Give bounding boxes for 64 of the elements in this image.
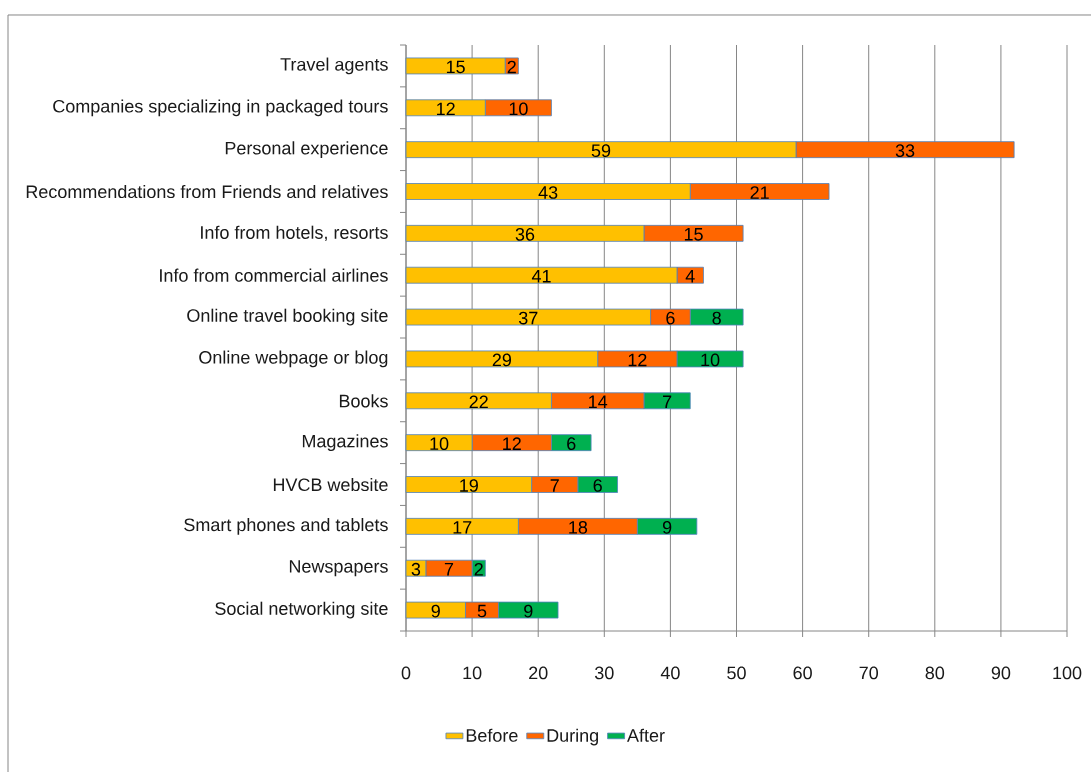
data-label: 9 — [524, 604, 533, 618]
y-tick-label: Companies specializing in packaged tours — [53, 99, 388, 117]
y-tick-label: Info from hotels, resorts — [201, 225, 388, 242]
data-label: 14 — [589, 395, 608, 408]
data-label: 6 — [593, 479, 602, 492]
y-tick-label: HVCB website — [273, 477, 388, 492]
y-tick-label: Personal experience — [225, 141, 388, 159]
data-label: 33 — [895, 144, 915, 157]
y-tick-label: Smart phones and tablets — [184, 517, 388, 535]
data-label: 6 — [666, 311, 675, 325]
x-tick-label: 70 — [859, 666, 879, 680]
data-label: 12 — [503, 437, 521, 450]
data-label: 4 — [685, 270, 695, 283]
y-tick-label: Info from commercial airlines — [160, 268, 388, 282]
data-label: 10 — [509, 102, 528, 116]
data-label: 19 — [460, 479, 478, 492]
data-label: 9 — [431, 604, 440, 618]
legend-label: After — [627, 728, 665, 742]
data-label: 9 — [662, 520, 672, 534]
data-label: 41 — [531, 270, 551, 283]
data-label: 10 — [430, 437, 449, 451]
data-label: 21 — [750, 186, 769, 199]
data-label: 8 — [712, 311, 721, 325]
y-tick-label: Books — [339, 394, 388, 408]
data-label: 17 — [453, 521, 472, 534]
x-tick-label: 30 — [594, 666, 614, 680]
data-label: 7 — [550, 479, 559, 492]
x-tick-label: 90 — [991, 666, 1011, 680]
data-label: 2 — [474, 562, 483, 576]
y-tick-label: Online webpage or blog — [199, 350, 388, 368]
data-label: 10 — [701, 353, 720, 367]
data-label: 18 — [569, 520, 588, 534]
y-tick-label: Recommendations from Friends and relatives — [26, 184, 388, 199]
data-label: 7 — [663, 395, 672, 408]
x-tick-label: 60 — [793, 666, 812, 680]
x-tick-label: 100 — [1053, 666, 1082, 680]
data-label: 22 — [469, 395, 488, 409]
data-label: 12 — [437, 102, 455, 116]
data-label: 7 — [444, 563, 454, 576]
x-tick-label: 20 — [529, 666, 548, 680]
y-tick-label: Magazines — [302, 434, 388, 452]
data-label: 3 — [411, 562, 421, 576]
data-label: 29 — [492, 353, 511, 367]
x-tick-label: 0 — [401, 666, 411, 680]
data-label: 2 — [507, 60, 516, 74]
data-label: 43 — [538, 186, 558, 199]
y-tick-label: Online travel booking site — [187, 308, 388, 326]
data-label: 6 — [567, 437, 576, 451]
x-tick-label: 40 — [660, 666, 680, 680]
data-label: 5 — [477, 604, 487, 618]
data-label: 15 — [446, 60, 465, 74]
legend-label: Before — [466, 728, 518, 742]
data-label: 12 — [628, 353, 647, 367]
data-label: 36 — [515, 227, 535, 241]
data-label: 37 — [518, 311, 538, 325]
y-tick-label: Newspapers — [289, 560, 388, 577]
x-tick-label: 10 — [463, 666, 482, 680]
y-tick-label: Social networking site — [215, 601, 388, 619]
x-tick-label: 50 — [727, 666, 746, 680]
legend-label: During — [547, 728, 599, 746]
data-label: 59 — [591, 144, 611, 157]
data-label: 15 — [684, 228, 703, 241]
x-tick-label: 80 — [925, 666, 945, 680]
y-tick-label: Travel agents — [280, 57, 388, 75]
